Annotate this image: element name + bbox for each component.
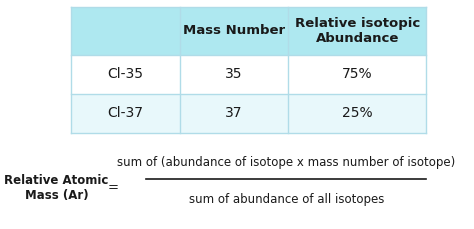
FancyBboxPatch shape — [71, 55, 427, 94]
Text: sum of (abundance of isotope x mass number of isotope): sum of (abundance of isotope x mass numb… — [117, 156, 456, 169]
Text: 35: 35 — [225, 67, 243, 81]
Text: Mass Number: Mass Number — [183, 24, 285, 37]
Text: Cl-37: Cl-37 — [108, 106, 144, 120]
Text: Cl-35: Cl-35 — [108, 67, 144, 81]
Text: 75%: 75% — [342, 67, 373, 81]
Text: sum of abundance of all isotopes: sum of abundance of all isotopes — [189, 193, 384, 206]
Text: Relative Atomic
Mass (Ar): Relative Atomic Mass (Ar) — [4, 174, 109, 202]
Text: 25%: 25% — [342, 106, 373, 120]
Text: 37: 37 — [225, 106, 243, 120]
FancyBboxPatch shape — [71, 94, 427, 133]
Text: =: = — [108, 181, 118, 194]
Text: Relative isotopic
Abundance: Relative isotopic Abundance — [295, 17, 420, 45]
FancyBboxPatch shape — [71, 7, 427, 55]
